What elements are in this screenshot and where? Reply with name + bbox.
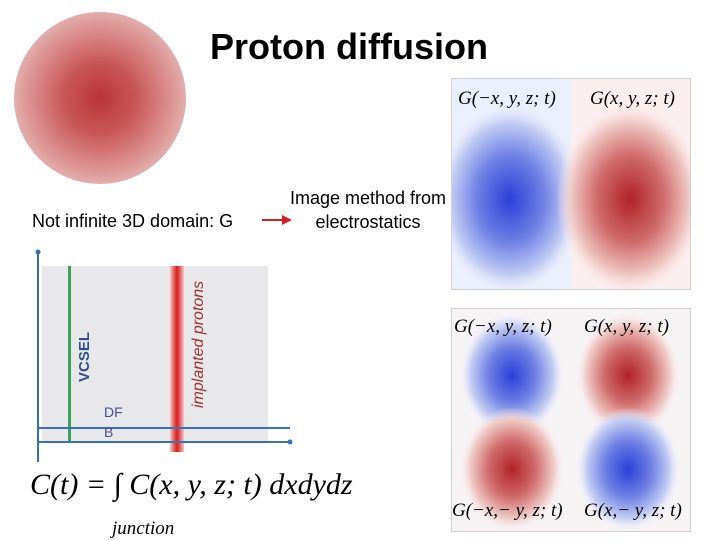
domain-region bbox=[42, 266, 268, 442]
proton-implant-band bbox=[170, 266, 184, 452]
protons-label-wrap: implanted protons bbox=[190, 281, 317, 426]
blue-lobe bbox=[436, 103, 584, 295]
vcsel-line bbox=[68, 266, 71, 442]
proton-sphere bbox=[14, 12, 186, 184]
integral-subscript: junction bbox=[112, 518, 175, 539]
domain-note: Not infinite 3D domain: G bbox=[32, 211, 234, 231]
vcsel-label: VCSEL bbox=[76, 331, 93, 382]
slide-title: Proton diffusion bbox=[210, 26, 488, 67]
implanted-protons-label: implanted protons bbox=[190, 280, 207, 408]
top-heatmap bbox=[436, 79, 704, 295]
red-lobe-top-right bbox=[576, 313, 680, 437]
red-lobe bbox=[556, 103, 704, 295]
bottom-heatmap bbox=[452, 309, 690, 531]
label-g-minus-x-minus-y: G(−x,− y, z; t) bbox=[452, 500, 563, 521]
label-g-minus-x: G(−x, y, z; t) bbox=[458, 88, 556, 109]
top-heatmap-panel bbox=[436, 78, 704, 295]
label-g-x-y: G(x, y, z; t) bbox=[584, 316, 669, 337]
blue-lobe-bottom-right bbox=[576, 407, 680, 531]
dfb-label: DF B bbox=[104, 404, 123, 440]
image-method-text: Image method from electrostatics bbox=[289, 188, 447, 232]
integral-equation: C(t) = ∫ C(x, y, z; t) dxdydz bbox=[30, 468, 353, 501]
vcsel-label-wrap: VCSEL bbox=[76, 332, 126, 399]
red-arrow-icon bbox=[262, 215, 292, 225]
label-g-x-minus-y: G(x,− y, z; t) bbox=[584, 500, 682, 521]
bottom-heatmap-panel bbox=[451, 308, 691, 532]
label-g-x: G(x, y, z; t) bbox=[590, 88, 675, 109]
blue-lobe-top-left bbox=[460, 313, 564, 437]
label-g-minus-x-y: G(−x, y, z; t) bbox=[454, 316, 552, 337]
red-lobe-bottom-left bbox=[460, 407, 564, 531]
